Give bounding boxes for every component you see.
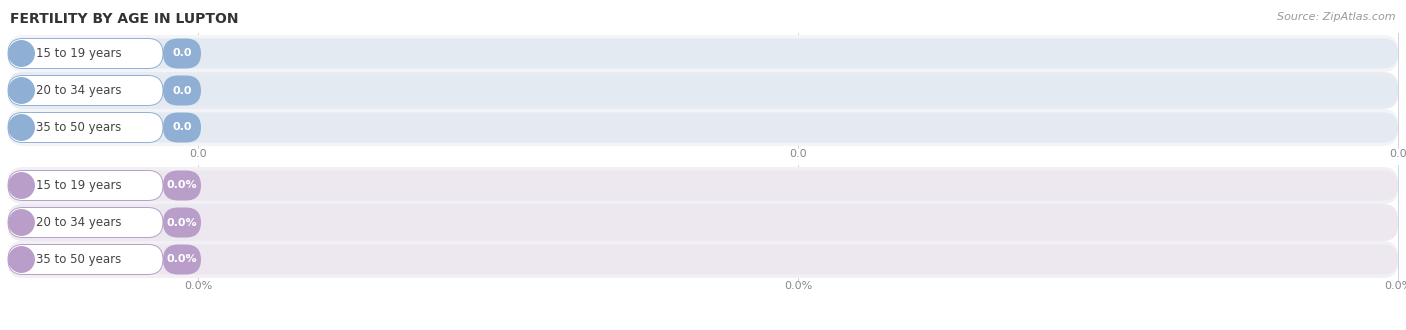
Text: 35 to 50 years: 35 to 50 years <box>37 253 122 266</box>
FancyBboxPatch shape <box>8 208 163 238</box>
FancyBboxPatch shape <box>8 241 1398 278</box>
Text: 15 to 19 years: 15 to 19 years <box>37 47 122 60</box>
FancyBboxPatch shape <box>8 245 163 275</box>
Circle shape <box>8 78 34 103</box>
FancyBboxPatch shape <box>8 245 1398 275</box>
Text: 0.0: 0.0 <box>173 85 191 95</box>
FancyBboxPatch shape <box>8 171 163 201</box>
FancyBboxPatch shape <box>163 245 201 275</box>
Text: 0.0: 0.0 <box>789 149 807 159</box>
Text: 15 to 19 years: 15 to 19 years <box>37 179 122 192</box>
FancyBboxPatch shape <box>8 76 163 106</box>
FancyBboxPatch shape <box>8 167 1398 204</box>
FancyBboxPatch shape <box>8 35 1398 72</box>
Text: 0.0%: 0.0% <box>167 181 197 190</box>
Text: FERTILITY BY AGE IN LUPTON: FERTILITY BY AGE IN LUPTON <box>10 12 239 26</box>
FancyBboxPatch shape <box>8 208 1398 238</box>
FancyBboxPatch shape <box>163 171 201 201</box>
Text: 0.0%: 0.0% <box>167 254 197 265</box>
Circle shape <box>8 115 34 140</box>
FancyBboxPatch shape <box>8 39 1398 69</box>
Text: Source: ZipAtlas.com: Source: ZipAtlas.com <box>1278 12 1396 22</box>
FancyBboxPatch shape <box>8 76 1398 106</box>
Text: 0.0%: 0.0% <box>1384 281 1406 291</box>
Text: 35 to 50 years: 35 to 50 years <box>37 121 122 134</box>
Text: 0.0%: 0.0% <box>184 281 212 291</box>
FancyBboxPatch shape <box>163 208 201 238</box>
Text: 0.0%: 0.0% <box>785 281 813 291</box>
FancyBboxPatch shape <box>163 76 201 106</box>
FancyBboxPatch shape <box>8 113 163 143</box>
Text: 0.0%: 0.0% <box>167 217 197 227</box>
FancyBboxPatch shape <box>8 39 163 69</box>
FancyBboxPatch shape <box>8 109 1398 146</box>
Text: 20 to 34 years: 20 to 34 years <box>37 84 122 97</box>
FancyBboxPatch shape <box>163 113 201 143</box>
Text: 0.0: 0.0 <box>1389 149 1406 159</box>
Text: 0.0: 0.0 <box>173 122 191 133</box>
Circle shape <box>8 210 34 235</box>
Circle shape <box>8 247 34 272</box>
FancyBboxPatch shape <box>8 171 1398 201</box>
Circle shape <box>8 41 34 66</box>
FancyBboxPatch shape <box>8 204 1398 241</box>
Text: 20 to 34 years: 20 to 34 years <box>37 216 122 229</box>
FancyBboxPatch shape <box>8 113 1398 143</box>
FancyBboxPatch shape <box>8 72 1398 109</box>
Circle shape <box>8 173 34 198</box>
Text: 0.0: 0.0 <box>190 149 207 159</box>
FancyBboxPatch shape <box>163 39 201 69</box>
Text: 0.0: 0.0 <box>173 49 191 58</box>
